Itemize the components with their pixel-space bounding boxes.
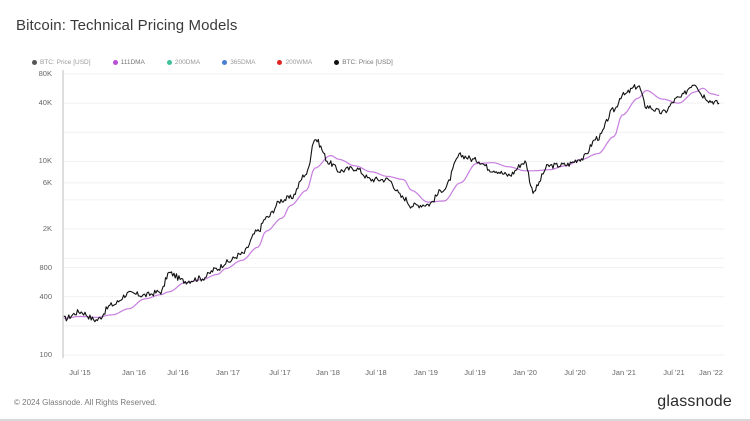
y-tick-label: 400 [39,291,52,301]
legend-dot-icon [222,60,228,65]
legend-dot-icon [32,60,37,65]
x-tick-label: Jan '21 [612,368,636,377]
legend-label: 365DMA [230,59,256,66]
x-tick-label: Jan '20 [513,368,537,377]
y-tick-label: 6K [42,177,52,187]
legend-item[interactable]: BTC: Price [USD] [334,59,393,66]
x-tick-label: Jan '19 [414,368,438,377]
y-tick-label: 80K [38,68,52,78]
x-tick-label: Jan '17 [216,368,240,377]
legend-label: BTC: Price [USD] [342,59,393,66]
gridlines [63,73,724,356]
x-tick-label: Jul '17 [269,368,291,377]
legend-item[interactable]: 200DMA [166,59,201,66]
legend-dot-icon [166,60,172,65]
bottom-divider [0,419,750,421]
x-tick-label: Jan '22 [699,368,723,377]
y-tick-label: 100 [39,350,52,359]
copyright-text: © 2024 Glassnode. All Rights Reserved. [14,398,157,407]
x-tick-label: Jan '18 [316,368,340,377]
y-tick-label: 40K [38,98,52,108]
legend-label: 200DMA [174,59,201,66]
legend-dot-icon [334,60,340,65]
x-tick-label: Jul '18 [365,368,387,377]
glassnode-logo[interactable]: glassnode [657,393,732,410]
y-tick-label: 800 [39,262,52,272]
legend-item[interactable]: BTC: Price [USD] [32,59,91,66]
chart-title: Bitcoin: Technical Pricing Models [16,17,238,34]
legend-dot-icon [277,60,283,65]
legend-label: 200WMA [285,59,313,66]
y-tick-label: 2K [42,224,52,234]
btc-price-line [63,84,720,323]
legend-item[interactable]: 200WMA [277,59,312,66]
chart-legend: BTC: Price [USD] 111DMA 200DMA 365DMA 200WMA… [32,59,415,66]
x-tick-label: Jul '15 [69,368,91,377]
y-tick-label: 10K [38,156,52,166]
x-tick-label: Jul '21 [663,368,685,377]
legend-item[interactable]: 111DMA [112,59,145,66]
legend-label: 111DMA [120,59,145,66]
legend-dot-icon [112,60,118,65]
x-tick-label: Jul '20 [564,368,586,377]
x-tick-label: Jul '19 [464,368,486,377]
legend-label: BTC: Price [USD] [40,59,91,66]
x-tick-label: Jul '16 [167,368,189,377]
legend-item[interactable]: 365DMA [222,59,255,66]
x-tick-label: Jan '16 [122,368,146,377]
dma111-line [63,87,720,319]
